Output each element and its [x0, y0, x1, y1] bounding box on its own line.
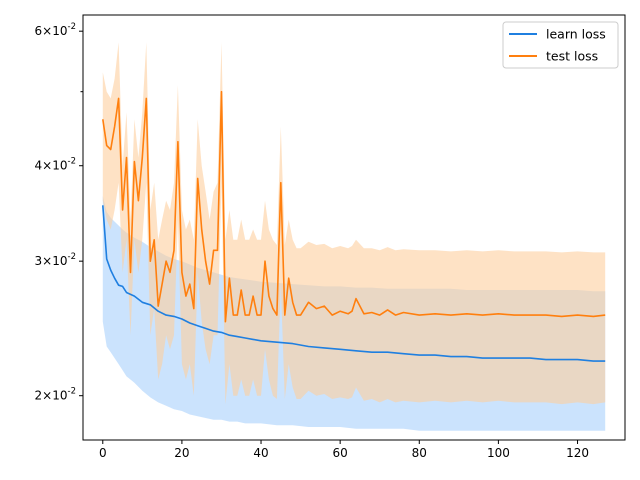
confidence-bands: [102, 42, 606, 431]
legend: learn loss test loss: [502, 21, 619, 69]
learn-loss-line: [102, 205, 606, 362]
y-tick-label: 2×10-2: [35, 387, 76, 403]
y-axis-ticks: 2×10-2 3×10-2 4×10-2 6×10-2: [35, 22, 83, 403]
y-tick-label: 3×10-2: [35, 252, 76, 268]
x-axis-ticks: 0 20 40 60 80 100 120: [99, 440, 589, 460]
x-tick-label: 80: [412, 446, 427, 460]
series-lines: [102, 90, 606, 362]
axes: [82, 14, 626, 441]
x-tick-label: 120: [566, 446, 589, 460]
y-tick-label: 6×10-2: [35, 22, 76, 38]
legend-label-learn-loss: learn loss: [546, 27, 606, 42]
y-tick-label: 4×10-2: [35, 157, 76, 173]
legend-label-test-loss: test loss: [546, 49, 598, 64]
x-tick-label: 20: [174, 446, 189, 460]
x-tick-label: 60: [333, 446, 348, 460]
test-loss-band: [102, 42, 606, 405]
x-tick-label: 0: [99, 446, 107, 460]
plot-frame: [82, 14, 626, 441]
x-tick-label: 100: [487, 446, 510, 460]
x-tick-label: 40: [253, 446, 268, 460]
test-loss-line: [102, 90, 606, 323]
